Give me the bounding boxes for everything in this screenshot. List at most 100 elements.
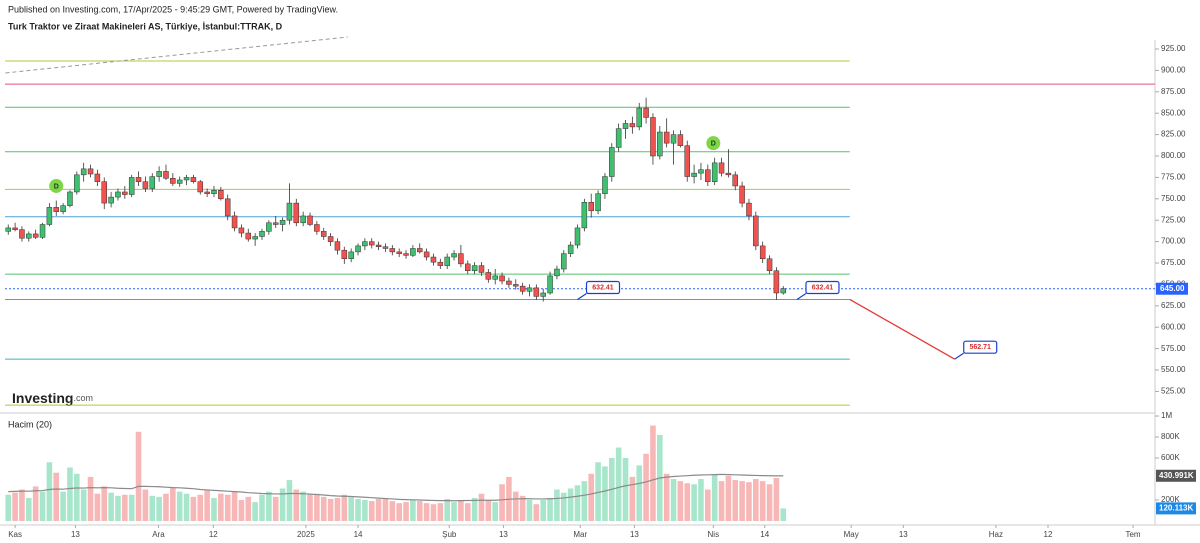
candle-body (478, 265, 485, 273)
y-tick-label: 775.00 (1161, 173, 1186, 182)
candle-body (677, 134, 684, 146)
candle-body (622, 123, 629, 129)
x-tick-label: Ara (152, 530, 165, 539)
candle-body (650, 117, 656, 157)
candle-body (773, 270, 780, 294)
candle-body (12, 227, 18, 230)
y-tick-label: 875.00 (1161, 87, 1186, 96)
candle-body (684, 145, 690, 177)
volume-bar (300, 491, 306, 521)
volume-bar (19, 489, 25, 521)
candle-body (465, 263, 471, 271)
x-tick-label: 12 (209, 530, 218, 539)
candle-body (526, 287, 533, 292)
y-tick-label: 750.00 (1161, 194, 1186, 203)
candle-body (176, 179, 183, 184)
candle-body (458, 253, 464, 265)
candle-body (122, 191, 128, 195)
volume-bar (135, 431, 142, 521)
volume-bar (293, 489, 300, 521)
volume-bar (650, 425, 656, 521)
candle-body (444, 256, 450, 266)
volume-bar (224, 494, 231, 521)
volume-bar (478, 493, 485, 521)
volume-bar (492, 502, 498, 521)
volume-bar (753, 479, 759, 521)
x-tick-label: Kas (8, 530, 22, 539)
volume-bar (711, 474, 718, 521)
candle-body (595, 193, 601, 212)
volume-bar (382, 497, 389, 521)
volume-bar (101, 486, 108, 521)
price-badge-label: 645.00 (1160, 284, 1185, 293)
candle-body (725, 172, 732, 176)
candle-body (718, 162, 725, 174)
candle-body (382, 246, 389, 249)
volume-bar (396, 503, 402, 521)
volume-bar (588, 473, 595, 521)
volume-bar (190, 496, 197, 521)
candle-body (94, 173, 101, 182)
volume-bar (231, 491, 238, 521)
ma-badge (1156, 469, 1196, 482)
volume-bar (32, 486, 39, 521)
callout-pointer (796, 292, 807, 300)
candle-body (739, 185, 745, 204)
signal-label: D (54, 183, 59, 190)
y-tick-label: 550.00 (1161, 365, 1186, 374)
candle-body (396, 251, 402, 254)
candle-body (19, 229, 25, 239)
volume-bar (218, 493, 224, 521)
candle-body (663, 131, 670, 144)
volume-bar (485, 500, 492, 521)
volume-bar (403, 502, 409, 521)
candle-body (156, 171, 162, 177)
candle-body (197, 181, 204, 193)
candle-body (142, 181, 149, 189)
volume-bar (176, 491, 183, 521)
volume-bar (170, 487, 176, 521)
y-tick-label: 700.00 (1161, 237, 1186, 246)
candle-body (327, 236, 334, 242)
candle-body (403, 253, 409, 256)
volume-bar (163, 493, 169, 521)
volume-bar (732, 480, 739, 521)
volume-bar (691, 484, 697, 521)
volume-bar (389, 501, 396, 521)
candle-body (561, 253, 567, 270)
candle-body (128, 177, 135, 195)
volume-badge (1156, 502, 1196, 515)
volume-bar (128, 494, 135, 521)
candle-body (499, 275, 505, 282)
volume-y-tick-label: 800K (1161, 432, 1180, 441)
volume-bar (547, 497, 553, 521)
candle-body (362, 241, 368, 247)
x-tick-label: Haz (989, 530, 1003, 539)
x-tick-label: 14 (354, 530, 363, 539)
volume-bar (444, 498, 450, 521)
candle-body (53, 207, 59, 212)
candle-body (567, 244, 574, 254)
volume-bar (80, 489, 87, 521)
y-tick-label: 800.00 (1161, 151, 1186, 160)
volume-bar (581, 481, 588, 521)
candle-body (245, 232, 252, 240)
volume-bar (746, 482, 752, 521)
volume-bar (718, 481, 725, 521)
volume-bar (156, 496, 162, 521)
candle-body (259, 231, 265, 237)
volume-bar (705, 489, 711, 521)
volume-bar (108, 492, 114, 521)
callout-label: 632.41 (812, 284, 834, 291)
volume-bar (499, 484, 505, 521)
candle-body (87, 168, 94, 175)
volume-bar (567, 488, 574, 521)
y-tick-label: 925.00 (1161, 44, 1186, 53)
candle-body (533, 287, 540, 297)
candle-body (348, 251, 354, 259)
candle-body (766, 258, 773, 271)
volume-bar (5, 494, 12, 521)
volume-bar (341, 494, 348, 521)
volume-y-tick-label: 600K (1161, 453, 1180, 462)
